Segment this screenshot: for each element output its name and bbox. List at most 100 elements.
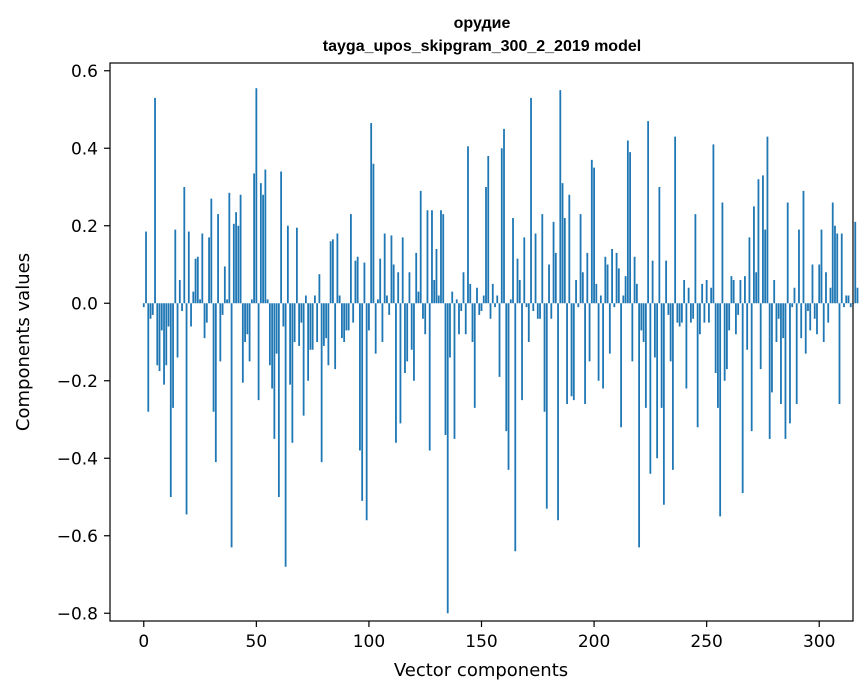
bar-79 (320, 303, 323, 463)
bar-205 (604, 256, 607, 304)
bar-98 (363, 262, 366, 304)
bar-22 (192, 291, 195, 304)
bar-52 (259, 183, 262, 304)
bar-172 (530, 97, 532, 304)
x-tick-label: 300 (803, 632, 835, 652)
y-tick-label: 0.2 (71, 217, 98, 237)
bar-163 (509, 299, 512, 304)
bar-169 (523, 237, 526, 304)
bar-149 (478, 303, 481, 315)
bar-2 (147, 303, 150, 412)
bar-195 (581, 272, 584, 304)
bar-305 (829, 287, 832, 304)
bar-140 (458, 303, 460, 335)
bar-210 (615, 252, 618, 304)
bar-191 (572, 303, 575, 401)
bar-64 (286, 225, 289, 304)
bar-283 (780, 303, 782, 404)
bar-299 (816, 303, 818, 335)
bar-162 (507, 303, 510, 470)
bar-123 (419, 190, 422, 304)
bar-96 (359, 303, 361, 451)
x-tick-label: 200 (578, 632, 610, 652)
bar-265 (739, 280, 742, 304)
bar-262 (732, 280, 735, 304)
bar-269 (748, 237, 751, 304)
bar-316 (854, 221, 857, 304)
bar-194 (579, 214, 582, 304)
bar-63 (284, 303, 287, 567)
bar-309 (838, 303, 841, 404)
bar-308 (836, 233, 839, 304)
bar-272 (755, 272, 758, 304)
bar-246 (696, 303, 699, 428)
bar-302 (822, 303, 825, 342)
bar-199 (590, 159, 593, 304)
bar-217 (631, 303, 634, 362)
bar-303 (825, 272, 827, 304)
bar-83 (329, 241, 332, 304)
bar-105 (379, 258, 382, 304)
bar-254 (714, 303, 717, 373)
bar-263 (735, 303, 737, 335)
bar-16 (178, 280, 181, 304)
bar-47 (248, 303, 251, 362)
bar-297 (811, 264, 814, 304)
bar-242 (687, 287, 690, 304)
bar-250 (705, 280, 708, 304)
bar-154 (489, 303, 492, 319)
bar-266 (741, 303, 744, 494)
x-tick-label: 0 (138, 632, 149, 652)
plot-frame (109, 62, 854, 622)
bar-151 (482, 295, 485, 304)
bar-78 (318, 274, 321, 304)
bar-17 (181, 303, 183, 311)
bar-253 (712, 144, 715, 304)
bar-189 (568, 194, 571, 304)
bar-147 (473, 303, 476, 408)
bar-211 (617, 268, 620, 304)
bar-289 (793, 287, 796, 304)
bar-93 (352, 303, 355, 323)
bar-275 (762, 175, 764, 304)
bar-255 (717, 303, 719, 408)
bar-213 (622, 295, 625, 304)
bar-203 (599, 295, 602, 304)
bar-54 (264, 169, 267, 304)
bar-11 (167, 303, 170, 327)
bar-227 (653, 303, 656, 358)
bar-241 (685, 303, 688, 389)
bar-298 (813, 303, 816, 319)
bar-212 (620, 303, 622, 428)
bar-243 (689, 303, 692, 323)
bar-261 (730, 276, 733, 304)
bar-150 (480, 303, 483, 311)
bar-73 (307, 303, 310, 381)
bar-300 (818, 264, 821, 304)
bar-198 (588, 303, 591, 362)
bar-56 (268, 303, 271, 366)
bar-126 (426, 210, 429, 304)
bar-138 (453, 303, 456, 439)
bar-178 (543, 303, 546, 412)
bar-143 (464, 303, 467, 335)
bar-0 (142, 303, 145, 308)
bar-287 (789, 303, 791, 424)
bar-307 (834, 225, 836, 304)
bar-35 (221, 303, 224, 315)
bar-62 (282, 303, 285, 327)
bar-103 (374, 303, 377, 354)
bar-168 (521, 303, 523, 401)
bar-70 (300, 303, 303, 323)
bar-3 (149, 303, 152, 319)
bar-249 (703, 303, 706, 323)
bar-306 (831, 202, 834, 304)
bar-71 (302, 303, 305, 416)
bar-181 (550, 303, 553, 319)
y-tick-label: −0.4 (57, 449, 98, 469)
bar-164 (512, 218, 514, 304)
bar-225 (649, 303, 652, 474)
bar-120 (413, 303, 415, 381)
bar-38 (228, 192, 231, 304)
bar-121 (415, 252, 418, 304)
